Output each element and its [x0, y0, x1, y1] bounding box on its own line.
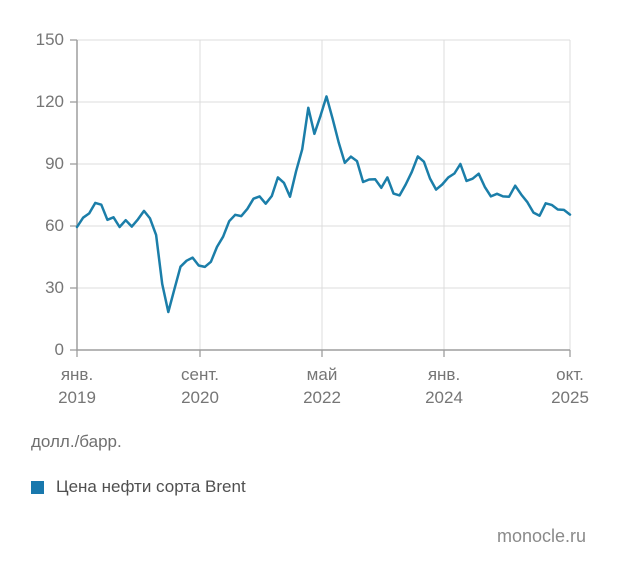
y-tick-label: 0 — [54, 340, 64, 359]
x-tick-month: май — [306, 365, 338, 384]
source-link[interactable]: monocle.ru — [496, 526, 586, 546]
x-tick-month: окт. — [556, 365, 584, 384]
axes — [76, 40, 570, 351]
x-tick-year: 2019 — [58, 388, 96, 407]
y-tick-label: 30 — [45, 278, 64, 297]
x-tick-month: янв. — [60, 365, 94, 384]
x-tick-month: янв. — [427, 365, 461, 384]
x-tick-year: 2025 — [551, 388, 589, 407]
legend: Цена нефти сорта Brent — [31, 477, 246, 497]
tick-marks — [70, 39, 571, 357]
y-tick-label: 60 — [45, 216, 64, 235]
line-chart — [70, 39, 572, 357]
brent-price-line — [75, 95, 572, 314]
y-tick-label: 90 — [45, 154, 64, 173]
x-tick-month: сент. — [181, 365, 219, 384]
legend-swatch-icon — [31, 480, 44, 494]
x-tick-label: янв. 2024 — [399, 363, 489, 409]
x-tick-label: янв. 2019 — [32, 363, 122, 409]
unit-label: долл./барр. — [31, 432, 122, 451]
legend-label: Цена нефти сорта Brent — [56, 477, 246, 496]
y-tick-label: 120 — [35, 92, 64, 111]
y-tick-label: 150 — [35, 30, 64, 49]
x-tick-label: сент. 2020 — [155, 363, 245, 409]
x-tick-label: май 2022 — [277, 363, 367, 409]
x-tick-year: 2022 — [303, 388, 341, 407]
x-tick-label: окт. 2025 — [525, 363, 615, 409]
gridlines — [77, 39, 571, 350]
x-tick-year: 2024 — [425, 388, 463, 407]
x-tick-year: 2020 — [181, 388, 219, 407]
